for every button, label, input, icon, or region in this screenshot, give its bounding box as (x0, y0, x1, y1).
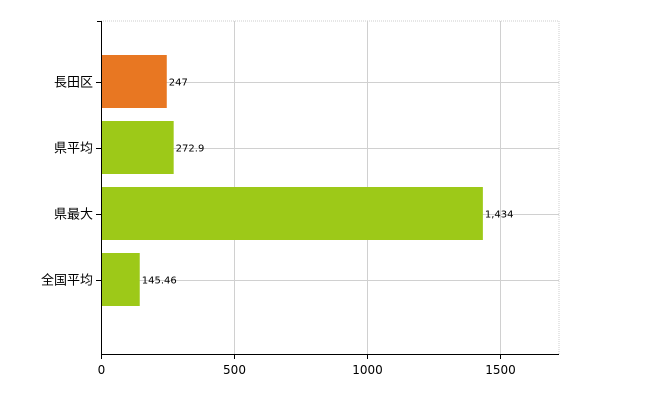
x-tick-label: 500 (223, 363, 246, 377)
data-label: 1,434 (485, 210, 514, 221)
axes (96, 21, 559, 359)
data-label: 272.9 (176, 144, 205, 155)
bar (101, 187, 483, 240)
bar (101, 121, 174, 174)
x-tick-label: 1500 (485, 363, 516, 377)
labels: 247 272.9 1,434 145.46 0 500 1000 1500 長田区県平均県最大… (41, 76, 516, 378)
bar (101, 253, 140, 306)
bar (101, 55, 167, 108)
x-tick-label: 0 (98, 363, 106, 377)
category-label: 県平均 (54, 142, 93, 157)
data-label: 247 (169, 78, 188, 89)
bars (101, 55, 483, 306)
category-label: 県最大 (54, 208, 93, 223)
x-tick-label: 1000 (352, 363, 383, 377)
category-label: 長田区 (54, 76, 93, 91)
category-label: 全国平均 (41, 273, 93, 289)
data-label: 145.46 (142, 276, 177, 287)
